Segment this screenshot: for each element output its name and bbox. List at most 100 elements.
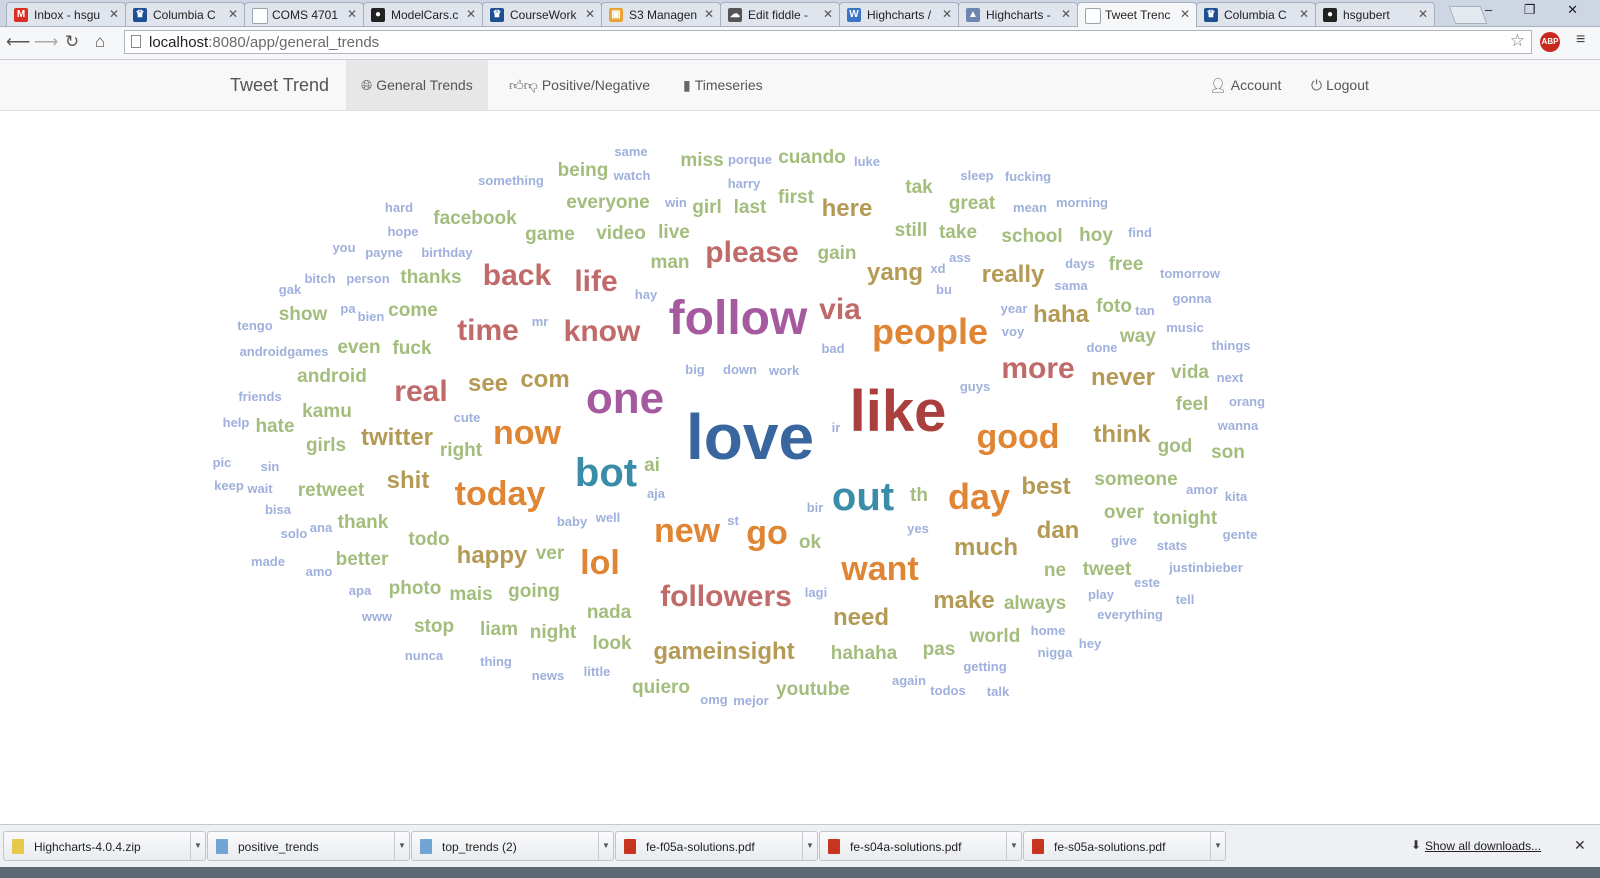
browser-tab[interactable]: ♛ Columbia C ✕	[1196, 2, 1316, 26]
cloud-word: know	[563, 315, 641, 348]
browser-tab[interactable]: ♛ CourseWork ✕	[482, 2, 602, 26]
cloud-word: good	[976, 418, 1060, 456]
browser-tab[interactable]: ▲ Highcharts - ✕	[958, 2, 1078, 26]
tab-title: Columbia C	[1224, 8, 1287, 22]
back-arrow-icon[interactable]: ⟵	[6, 32, 31, 51]
home-icon[interactable]: ⌂	[94, 32, 106, 51]
cloud-word: este	[1133, 574, 1161, 590]
cloud-word: wanna	[1217, 417, 1259, 433]
adblock-icon[interactable]: ABP	[1540, 32, 1560, 52]
cloud-word: win	[665, 194, 687, 210]
cloud-word: via	[819, 293, 861, 326]
show-all-downloads-link[interactable]: Show all downloads...	[1425, 839, 1542, 853]
close-icon[interactable]: ✕	[227, 7, 238, 21]
nav-label: Timeseries	[694, 77, 763, 93]
browser-tab[interactable]: ♛ Columbia C ✕	[125, 2, 245, 26]
window-controls[interactable]: ‒ ❐ ✕	[1484, 2, 1592, 17]
cloud-word: girls	[305, 434, 347, 456]
bookmark-star-icon[interactable]: ☆	[1509, 31, 1525, 50]
logout-link[interactable]: ⏻ Logout	[1296, 60, 1384, 110]
chevron-down-icon[interactable]: ▼	[1210, 832, 1225, 860]
chevron-down-icon[interactable]: ▼	[1006, 832, 1021, 860]
browser-tab[interactable]: ● ModelCars.c ✕	[363, 2, 483, 26]
close-icon[interactable]: ✕	[346, 7, 357, 21]
cloud-word: cute	[453, 409, 481, 425]
download-item[interactable]: fe-f05a-solutions.pdf ▼	[615, 831, 818, 861]
address-bar[interactable]: localhost:8080/app/general_trends ☆	[124, 30, 1532, 54]
download-item[interactable]: fe-s05a-solutions.pdf ▼	[1023, 831, 1226, 861]
browser-tab-strip: M Inbox - hsgu ✕ ♛ Columbia C ✕ COMS 4701 ✕ ● Mod…	[0, 0, 1600, 27]
cloud-word: yes	[907, 520, 929, 536]
close-icon[interactable]: ✕	[584, 7, 595, 21]
download-item[interactable]: positive_trends ▼	[207, 831, 410, 861]
chevron-down-icon[interactable]: ▼	[802, 832, 817, 860]
cloud-word: wait	[247, 480, 273, 496]
browser-tab[interactable]: M Inbox - hsgu ✕	[6, 2, 126, 26]
brand-title[interactable]: Tweet Trend	[230, 75, 330, 95]
cloud-word: man	[650, 251, 690, 273]
new-tab-button[interactable]	[1448, 6, 1488, 24]
account-link[interactable]: 👤︎ Account	[1194, 60, 1296, 110]
close-icon[interactable]: ✕	[108, 7, 119, 21]
cloud-word: back	[482, 259, 552, 292]
cloud-word: more	[1001, 352, 1075, 385]
download-item[interactable]: fe-s04a-solutions.pdf ▼	[819, 831, 1022, 861]
cloud-word: nigga	[1037, 644, 1073, 660]
nav-positive-negative[interactable]: 👍︎👎︎ Positive/Negative	[494, 60, 665, 110]
menu-icon[interactable]: ≡	[1576, 31, 1586, 48]
cloud-word: time	[457, 314, 519, 347]
nav-label: Positive/Negative	[541, 77, 651, 93]
browser-tab[interactable]: ▣ S3 Managen ✕	[601, 2, 721, 26]
browser-tab[interactable]: W Highcharts / ✕	[839, 2, 959, 26]
cloud-word: tak	[905, 176, 933, 198]
close-icon[interactable]: ✕	[822, 7, 833, 21]
cloud-word: solo	[280, 525, 308, 541]
download-item[interactable]: top_trends (2) ▼	[411, 831, 614, 861]
reload-icon[interactable]: ↻	[64, 32, 80, 51]
cloud-word: best	[1021, 473, 1071, 500]
url-path: :8080/app/general_trends	[208, 34, 380, 51]
cloud-word: ass	[949, 249, 971, 265]
cloud-word: cuando	[778, 146, 846, 168]
chevron-down-icon[interactable]: ▼	[394, 832, 409, 860]
close-icon[interactable]: ✕	[465, 7, 476, 21]
cloud-word: ne	[1043, 559, 1067, 581]
cloud-word: haha	[1032, 301, 1089, 328]
cloud-word: even	[337, 336, 381, 358]
cloud-word: payne	[365, 244, 403, 260]
cloud-word: gak	[278, 281, 302, 297]
wordpress-icon: W	[847, 8, 861, 22]
chevron-down-icon[interactable]: ▼	[598, 832, 613, 860]
cloud-word: made	[251, 553, 285, 569]
forward-arrow-icon[interactable]: ⟶	[34, 32, 59, 51]
cloud-word: voy	[1001, 323, 1025, 339]
close-icon[interactable]: ✕	[1417, 7, 1428, 21]
cloud-word: want	[841, 550, 919, 588]
close-icon[interactable]: ✕	[1298, 7, 1309, 21]
nav-general-trends[interactable]: 🌐︎ General Trends	[346, 60, 488, 110]
close-icon[interactable]: ✕	[1574, 837, 1586, 853]
url-text[interactable]: localhost:8080/app/general_trends	[149, 34, 379, 51]
close-icon[interactable]: ✕	[1060, 7, 1071, 21]
close-icon[interactable]: ✕	[1179, 7, 1190, 21]
cloud-word: world	[969, 625, 1021, 647]
browser-tab[interactable]: Tweet Trenc ✕	[1077, 2, 1197, 27]
nav-timeseries[interactable]: ▮ Timeseries	[668, 60, 778, 110]
cloud-word: one	[585, 374, 665, 423]
browser-tab[interactable]: COMS 4701 ✕	[244, 2, 364, 26]
chevron-down-icon[interactable]: ▼	[190, 832, 205, 860]
cloud-word: down	[723, 361, 757, 377]
cloud-word: morning	[1056, 194, 1108, 210]
download-item[interactable]: Highcharts-4.0.4.zip ▼	[3, 831, 206, 861]
close-icon[interactable]: ✕	[703, 7, 714, 21]
power-icon: ⏻	[1311, 77, 1323, 93]
crown-icon: ♛	[490, 8, 504, 22]
bar-chart-icon: ▮	[683, 77, 691, 93]
browser-tab[interactable]: ● hsgubert ✕	[1315, 2, 1435, 26]
cloud-word: tweet	[1082, 558, 1132, 580]
close-icon[interactable]: ✕	[941, 7, 952, 21]
cloud-word: help	[222, 414, 250, 430]
cloud-word: ir	[831, 419, 841, 435]
cloud-word: hoy	[1079, 224, 1113, 246]
browser-tab[interactable]: ☁ Edit fiddle - ✕	[720, 2, 840, 26]
